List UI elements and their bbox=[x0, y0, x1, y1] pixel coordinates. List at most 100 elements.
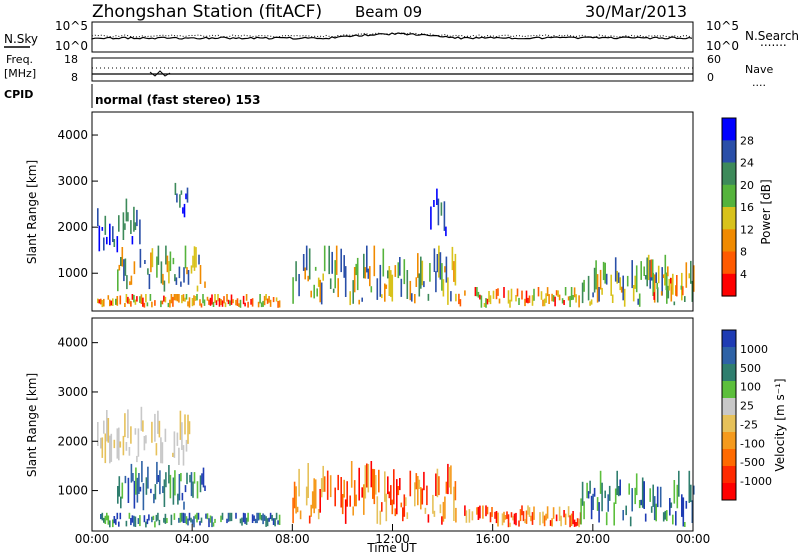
velocity-echo-cell bbox=[269, 512, 272, 520]
power-echo-cell bbox=[531, 295, 534, 306]
power-echo-cell bbox=[323, 245, 326, 272]
power-echo-cell bbox=[605, 273, 608, 285]
power-echo-cell bbox=[675, 285, 677, 296]
velocity-echo-cell bbox=[116, 428, 119, 459]
power-echo-cell bbox=[595, 260, 597, 290]
power-echo-cell bbox=[670, 281, 673, 302]
power-echo-cell bbox=[403, 259, 406, 285]
velocity-echo-cell bbox=[191, 519, 194, 525]
power-echo-cell bbox=[652, 272, 654, 296]
power-echo-cell bbox=[149, 294, 152, 301]
velocity-echo-cell bbox=[257, 512, 260, 521]
velocity-echo-cell bbox=[188, 512, 191, 521]
velocity-echo-cell bbox=[206, 513, 209, 520]
velocity-echo-cell bbox=[229, 512, 231, 522]
velocity-echo-cell bbox=[185, 516, 188, 525]
power-echo-cell bbox=[525, 290, 528, 303]
velocity-echo-cell bbox=[178, 517, 180, 523]
velocity-echo-cell bbox=[139, 486, 142, 492]
velocity-echo-cell bbox=[424, 507, 427, 514]
velocity-echo-cell bbox=[101, 512, 104, 521]
velocity-echo-cell bbox=[139, 515, 141, 527]
power-echo-cell bbox=[376, 278, 379, 300]
velocity-echo-cell bbox=[388, 491, 391, 499]
velocity-echo-cell bbox=[655, 503, 657, 522]
power-echo-cell bbox=[199, 265, 202, 284]
velocity-colorbar-swatch bbox=[722, 466, 736, 484]
power-echo-cell bbox=[117, 269, 119, 292]
power-echo-cell bbox=[128, 298, 131, 305]
cpid-text: normal (fast stereo) 153 bbox=[95, 93, 261, 107]
power-echo-cell bbox=[409, 280, 412, 301]
power-echo-cell bbox=[235, 299, 237, 306]
power-echo-cell bbox=[160, 300, 162, 308]
velocity-echo-cell bbox=[675, 511, 677, 526]
power-echo-cell bbox=[217, 294, 219, 302]
power-echo-cell bbox=[161, 300, 164, 305]
nsky-tick-top: 10^5 bbox=[55, 19, 88, 33]
power-echo-cell bbox=[257, 301, 260, 308]
power-echo-cell bbox=[172, 257, 175, 265]
velocity-echo-cell bbox=[518, 520, 520, 527]
power-echo-cell bbox=[140, 294, 143, 304]
velocity-echo-cell bbox=[209, 515, 212, 523]
velocity-echo-cell bbox=[305, 486, 308, 506]
power-echo-cell bbox=[691, 280, 694, 302]
power-echo-cell bbox=[340, 248, 342, 273]
velocity-echo-cell bbox=[133, 480, 136, 509]
velocity-echo-cell bbox=[153, 493, 155, 504]
velocity-echo-cell bbox=[364, 465, 367, 499]
power-echo-cell bbox=[308, 248, 311, 280]
velocity-echo-cell bbox=[323, 476, 326, 492]
power-echo-cell bbox=[302, 254, 305, 271]
power-echo-cell bbox=[558, 294, 561, 301]
power-echo-cell bbox=[113, 239, 116, 247]
velocity-echo-cell bbox=[676, 484, 679, 509]
velocity-echo-cell bbox=[421, 488, 424, 505]
velocity-echo-cell bbox=[118, 521, 120, 527]
power-colorbar: 28 24 20 16 12 8 4 bbox=[721, 117, 754, 297]
power-echo-cell bbox=[688, 273, 691, 279]
velocity-echo-cell bbox=[173, 431, 176, 458]
power-echo-cell bbox=[136, 296, 138, 302]
velocity-echo-cell bbox=[275, 512, 278, 520]
velocity-echo-cell bbox=[578, 518, 580, 528]
power-echo-cell bbox=[317, 277, 320, 287]
velocity-echo-cell bbox=[670, 502, 673, 508]
power-echo-cell bbox=[438, 245, 440, 278]
power-colorbar-label: Power [dB] bbox=[759, 179, 773, 244]
velocity-echo-cell bbox=[164, 513, 167, 524]
power-echo-cell bbox=[667, 285, 670, 299]
power-echo-cell bbox=[653, 292, 655, 300]
velocity-echo-cell bbox=[146, 518, 149, 525]
velocity-echo-cell bbox=[399, 478, 401, 491]
power-y-label: Slant Range [km] bbox=[25, 160, 39, 264]
power-echo-cell bbox=[598, 287, 600, 302]
velocity-echo-cell bbox=[130, 426, 132, 444]
power-echo-cell bbox=[555, 290, 558, 296]
velocity-echo-cell bbox=[118, 427, 120, 461]
velocity-echo-cell bbox=[259, 512, 261, 520]
power-echo-cell bbox=[139, 248, 142, 268]
power-echo-cell bbox=[178, 294, 180, 303]
power-echo-cell bbox=[120, 257, 122, 266]
power-echo-cell bbox=[176, 193, 178, 203]
velocity-colorbar-tick-label: -100 bbox=[740, 437, 765, 450]
velocity-echo-cell bbox=[227, 512, 230, 522]
velocity-echo-cell bbox=[265, 516, 267, 527]
velocity-echo-cell bbox=[188, 421, 191, 435]
power-echo-cell bbox=[622, 275, 624, 301]
power-echo-cell bbox=[156, 256, 158, 278]
power-echo-cell bbox=[124, 258, 127, 276]
velocity-echo-cell bbox=[435, 473, 437, 496]
velocity-echo-cell bbox=[157, 512, 159, 521]
velocity-echo-cell bbox=[157, 410, 159, 434]
power-echo-cell bbox=[507, 290, 510, 304]
power-echo-cell bbox=[122, 212, 125, 240]
velocity-colorbar-tick-label: -1000 bbox=[740, 475, 772, 488]
power-echo-cell bbox=[450, 291, 452, 302]
velocity-echo-cell bbox=[415, 473, 418, 490]
power-echo-cell bbox=[187, 270, 190, 285]
nsearch-legend: ....... bbox=[760, 35, 787, 49]
velocity-echo-cell bbox=[361, 487, 363, 498]
